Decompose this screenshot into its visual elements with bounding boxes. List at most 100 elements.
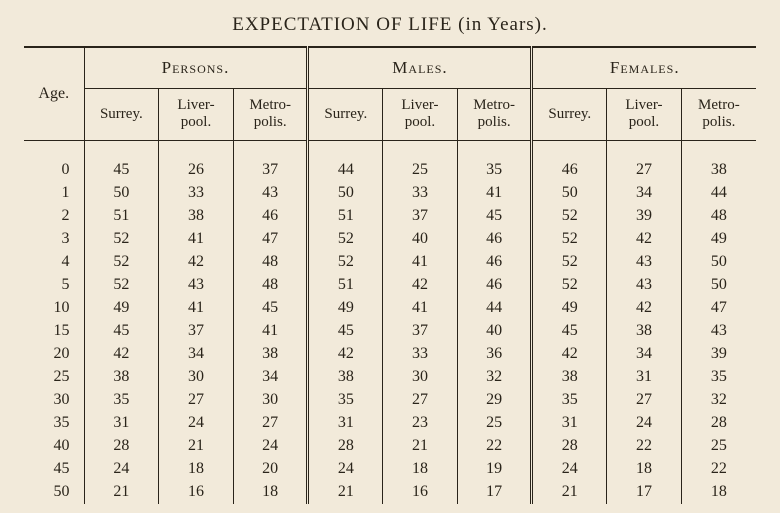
table-row: 35312427312325312428 <box>24 412 756 435</box>
age-cell: 0 <box>24 159 84 182</box>
data-cell: 42 <box>84 343 159 366</box>
data-cell: 34 <box>233 366 308 389</box>
data-cell: 46 <box>233 205 308 228</box>
data-cell: 32 <box>457 366 532 389</box>
data-cell: 20 <box>233 458 308 481</box>
data-cell: 28 <box>681 412 756 435</box>
data-cell: 23 <box>383 412 458 435</box>
data-cell: 50 <box>308 182 383 205</box>
table-header: Age. Persons. Males. Females. Surrey. Li… <box>24 47 756 159</box>
age-cell: 10 <box>24 297 84 320</box>
group-header-males: Males. <box>308 47 532 89</box>
data-cell: 42 <box>607 297 682 320</box>
data-cell: 47 <box>681 297 756 320</box>
data-cell: 22 <box>681 458 756 481</box>
data-cell: 41 <box>457 182 532 205</box>
data-cell: 49 <box>681 228 756 251</box>
data-cell: 52 <box>84 228 159 251</box>
data-cell: 37 <box>159 320 234 343</box>
data-cell: 41 <box>383 251 458 274</box>
data-cell: 40 <box>457 320 532 343</box>
age-cell: 40 <box>24 435 84 458</box>
data-cell: 43 <box>607 274 682 297</box>
data-cell: 17 <box>607 481 682 504</box>
data-cell: 43 <box>681 320 756 343</box>
data-cell: 24 <box>532 458 607 481</box>
age-cell: 5 <box>24 274 84 297</box>
group-header-persons: Persons. <box>84 47 308 89</box>
data-cell: 31 <box>532 412 607 435</box>
data-cell: 45 <box>532 320 607 343</box>
data-cell: 28 <box>532 435 607 458</box>
data-cell: 18 <box>681 481 756 504</box>
data-cell: 24 <box>159 412 234 435</box>
table-row: 2513846513745523948 <box>24 205 756 228</box>
data-cell: 42 <box>532 343 607 366</box>
data-cell: 24 <box>233 435 308 458</box>
age-cell: 45 <box>24 458 84 481</box>
data-cell: 48 <box>233 251 308 274</box>
data-cell: 48 <box>681 205 756 228</box>
data-cell: 28 <box>84 435 159 458</box>
subheader: Liver-pool. <box>159 89 234 141</box>
data-cell: 46 <box>457 228 532 251</box>
data-cell: 27 <box>159 389 234 412</box>
data-cell: 52 <box>532 274 607 297</box>
data-cell: 35 <box>84 389 159 412</box>
data-cell: 45 <box>84 159 159 182</box>
data-cell: 46 <box>532 159 607 182</box>
data-cell: 33 <box>159 182 234 205</box>
data-cell: 38 <box>84 366 159 389</box>
data-cell: 36 <box>457 343 532 366</box>
data-cell: 35 <box>681 366 756 389</box>
data-cell: 21 <box>84 481 159 504</box>
age-cell: 50 <box>24 481 84 504</box>
subheader: Liver-pool. <box>607 89 682 141</box>
data-cell: 38 <box>532 366 607 389</box>
data-cell: 31 <box>84 412 159 435</box>
data-cell: 38 <box>681 159 756 182</box>
data-cell: 48 <box>233 274 308 297</box>
data-cell: 27 <box>383 389 458 412</box>
data-cell: 35 <box>532 389 607 412</box>
data-cell: 50 <box>681 274 756 297</box>
data-cell: 45 <box>233 297 308 320</box>
data-cell: 44 <box>457 297 532 320</box>
table-row: 3524147524046524249 <box>24 228 756 251</box>
data-cell: 22 <box>607 435 682 458</box>
data-cell: 45 <box>457 205 532 228</box>
table-row: 5524348514246524350 <box>24 274 756 297</box>
data-cell: 45 <box>84 320 159 343</box>
data-cell: 18 <box>233 481 308 504</box>
data-cell: 38 <box>308 366 383 389</box>
subheader: Metro-polis. <box>233 89 308 141</box>
data-cell: 21 <box>532 481 607 504</box>
data-cell: 52 <box>84 274 159 297</box>
data-cell: 47 <box>233 228 308 251</box>
table-row: 4524248524146524350 <box>24 251 756 274</box>
data-cell: 25 <box>383 159 458 182</box>
data-cell: 37 <box>383 320 458 343</box>
data-cell: 50 <box>532 182 607 205</box>
data-cell: 38 <box>233 343 308 366</box>
subheader: Liver-pool. <box>383 89 458 141</box>
data-cell: 41 <box>233 320 308 343</box>
data-cell: 42 <box>607 228 682 251</box>
data-cell: 49 <box>308 297 383 320</box>
data-cell: 27 <box>607 159 682 182</box>
data-cell: 24 <box>308 458 383 481</box>
data-cell: 21 <box>383 435 458 458</box>
data-cell: 33 <box>383 343 458 366</box>
age-cell: 15 <box>24 320 84 343</box>
data-cell: 38 <box>159 205 234 228</box>
data-cell: 27 <box>233 412 308 435</box>
age-cell: 20 <box>24 343 84 366</box>
data-cell: 41 <box>159 297 234 320</box>
data-cell: 26 <box>159 159 234 182</box>
data-cell: 52 <box>532 251 607 274</box>
subheader: Surrey. <box>84 89 159 141</box>
data-cell: 44 <box>681 182 756 205</box>
age-cell: 25 <box>24 366 84 389</box>
data-cell: 42 <box>383 274 458 297</box>
age-cell: 3 <box>24 228 84 251</box>
